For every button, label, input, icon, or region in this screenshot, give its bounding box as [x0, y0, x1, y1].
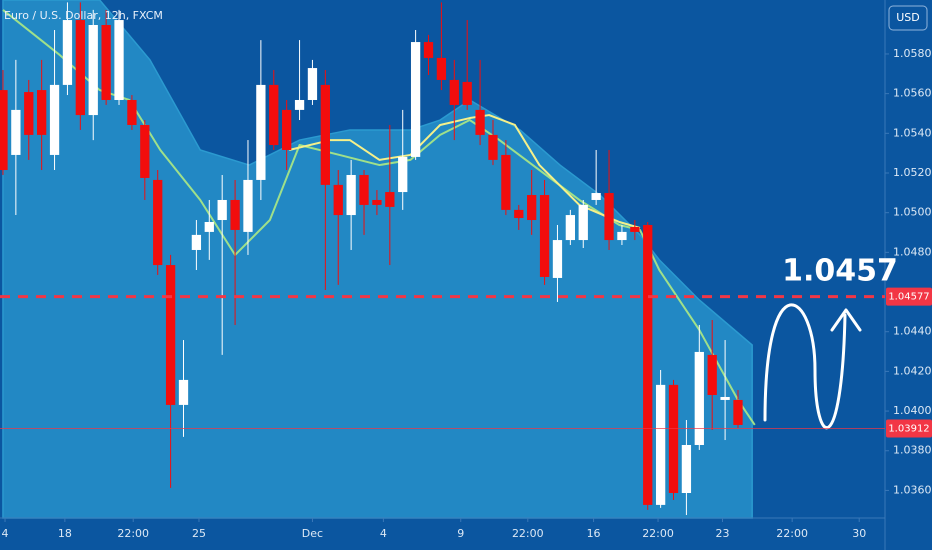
- candle-body: [62, 20, 73, 85]
- candle-body: [75, 20, 85, 116]
- candle-body: [49, 84, 60, 155]
- candle-body: [488, 134, 498, 160]
- x-tick-label: 4: [2, 527, 9, 540]
- candle-body: [462, 81, 472, 105]
- candle-body: [643, 224, 653, 505]
- candle-body: [655, 384, 666, 505]
- candle-body: [307, 68, 318, 100]
- forecast-arrow: [763, 303, 862, 430]
- candle-body: [24, 92, 34, 135]
- candle-body: [707, 354, 717, 395]
- candle-body: [37, 90, 47, 135]
- candle-body: [527, 195, 537, 221]
- candle-body: [410, 42, 421, 157]
- y-tick-label: 1.05400: [893, 126, 932, 139]
- y-tick-label: 1.04200: [893, 364, 932, 377]
- candle-body: [681, 444, 692, 494]
- candle-body: [630, 226, 640, 232]
- x-tick-label: 25: [192, 527, 206, 540]
- x-tick-label: 23: [716, 527, 730, 540]
- price-label: 1.03912: [888, 424, 929, 435]
- x-tick-label: 16: [587, 527, 601, 540]
- candle-body: [501, 154, 511, 210]
- candle-body: [127, 99, 137, 125]
- candle-body: [0, 90, 8, 171]
- candle-body: [114, 20, 124, 100]
- candle-body: [11, 109, 21, 155]
- candle-body: [359, 174, 369, 205]
- candle-body: [230, 199, 240, 230]
- candle-body: [269, 84, 279, 146]
- annotation: 1.0457: [782, 254, 898, 289]
- candle-body: [178, 379, 189, 405]
- x-tick-label: 4: [380, 527, 387, 540]
- candle-body: [372, 199, 382, 205]
- candle-body: [165, 265, 176, 405]
- candle-body: [604, 193, 614, 241]
- candle-body: [243, 179, 253, 232]
- candle-body: [694, 351, 704, 445]
- candle-body: [449, 79, 459, 105]
- candle-body: [256, 84, 266, 180]
- candle-body: [153, 179, 163, 266]
- x-tick-label: 30: [852, 527, 866, 540]
- candle-body: [514, 209, 524, 219]
- y-tick-label: 1.05200: [893, 166, 932, 179]
- candle-body: [385, 192, 395, 207]
- chart-title: Euro / U.S. Dollar, 12h, FXCM: [4, 9, 163, 22]
- x-tick-label: 22:00: [512, 527, 544, 540]
- candle-body: [320, 84, 330, 185]
- y-tick-label: 1.03800: [893, 444, 932, 457]
- y-tick-label: 1.04800: [893, 245, 932, 258]
- y-tick-label: 1.03600: [893, 483, 932, 496]
- plot-area: [0, 0, 756, 519]
- x-tick-label: 9: [457, 527, 464, 540]
- candle-body: [88, 24, 98, 116]
- candle-body: [617, 231, 627, 241]
- candle-body: [217, 199, 227, 221]
- candle-body: [668, 384, 679, 494]
- currency-button[interactable]: [888, 5, 928, 31]
- price-label: 1.04577: [888, 292, 929, 303]
- candle-body: [565, 215, 575, 241]
- candle-body: [294, 99, 305, 110]
- y-tick-label: 1.05800: [893, 47, 932, 60]
- x-tick-label: Dec: [302, 527, 323, 540]
- candle-body: [539, 195, 550, 277]
- y-tick-label: 1.04000: [893, 404, 932, 417]
- candle-body: [436, 57, 447, 80]
- currency-label[interactable]: USD: [896, 11, 920, 24]
- candle-body: [591, 193, 601, 200]
- x-tick-label: 18: [58, 527, 72, 540]
- price-label-box: [886, 419, 932, 438]
- candle-body: [578, 204, 588, 241]
- candle-body: [101, 24, 111, 100]
- candle-body: [282, 109, 292, 150]
- y-tick-label: 1.05600: [893, 87, 932, 100]
- candle-body: [204, 222, 214, 232]
- candle-body: [333, 184, 343, 216]
- band-area: [2, 0, 753, 519]
- candle-body: [552, 240, 563, 278]
- price-label-box: [886, 287, 932, 306]
- x-tick-label: 22:00: [642, 527, 674, 540]
- y-tick-label: 1.04400: [893, 325, 932, 338]
- candle-body: [475, 109, 485, 135]
- ma-line: [289, 114, 641, 229]
- x-tick-label: 22:00: [776, 527, 808, 540]
- x-tick-label: 22:00: [117, 527, 149, 540]
- y-tick-label: 1.05000: [893, 206, 932, 219]
- candle-body: [720, 396, 730, 400]
- candle-body: [346, 174, 356, 216]
- candle-body: [140, 124, 150, 178]
- candle-body: [423, 42, 434, 58]
- candle-body: [398, 156, 408, 193]
- candle-body: [191, 234, 202, 250]
- candle-body: [733, 399, 743, 425]
